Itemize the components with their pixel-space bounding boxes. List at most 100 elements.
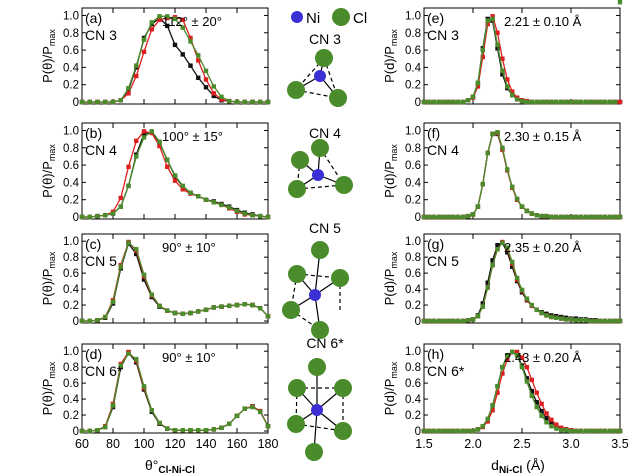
data-point-red [524, 364, 530, 370]
data-point-green [598, 214, 603, 220]
data-point-green [529, 99, 534, 105]
data-point-green [495, 384, 500, 389]
data-point-green [568, 317, 574, 322]
data-point-green [258, 99, 263, 105]
data-point-green [87, 214, 92, 220]
data-point-black [500, 72, 505, 77]
ni-legend-label: Ni [306, 10, 320, 27]
data-point-green [250, 302, 255, 308]
data-point-green [165, 426, 170, 431]
data-point-green [149, 20, 154, 25]
data-point-black [505, 250, 510, 255]
data-point-green [265, 214, 271, 220]
y-tick-label: 0.6 [63, 45, 79, 57]
cl-atom [311, 321, 329, 339]
data-point-green [196, 428, 201, 433]
data-point-green [588, 428, 593, 434]
data-point-green [588, 318, 593, 324]
data-point-green [524, 379, 530, 384]
data-point-green [157, 139, 162, 144]
data-point-green [608, 428, 613, 434]
data-point-green [534, 213, 539, 218]
data-point-green [188, 39, 193, 44]
cl-legend-label: Cl [353, 10, 367, 27]
data-point-green [242, 406, 247, 411]
data-point-black [490, 258, 495, 263]
data-point-green [578, 428, 583, 434]
x-tick-label: 120 [165, 437, 186, 451]
y-tick-label: 0.8 [63, 143, 79, 155]
data-point-green [470, 212, 476, 217]
data-point-green [510, 349, 515, 355]
data-point-red [495, 30, 500, 35]
data-point-green [203, 68, 209, 74]
data-point-green [514, 352, 520, 358]
data-point-green [451, 428, 456, 434]
data-point-green [598, 99, 603, 105]
data-point-green [475, 427, 481, 432]
data-point-green [534, 404, 539, 410]
y-tick-label: 0 [415, 97, 421, 109]
data-point-green [514, 196, 520, 202]
data-point-black [172, 42, 178, 48]
y-tick-label: 0 [415, 316, 421, 328]
data-point-black [196, 75, 201, 80]
data-point-green [603, 318, 608, 324]
data-point-green [475, 80, 481, 86]
data-point-green [612, 214, 618, 220]
peak-annotation: 2.30 ± 0.15 Å [504, 129, 582, 144]
structure-label-cn3: CN 3 [309, 31, 341, 47]
data-point-green [426, 428, 432, 434]
data-point-green [95, 99, 100, 105]
x-tick-label: 3.0 [562, 437, 579, 451]
data-point-red [485, 419, 490, 424]
peak-annotation: 90° ± 10° [162, 240, 216, 255]
data-point-green [524, 99, 530, 105]
y-tick-label: 0.4 [63, 394, 80, 406]
data-point-green [265, 424, 271, 429]
data-point-red [141, 129, 147, 134]
data-point-red [529, 377, 534, 383]
data-point-green [578, 214, 583, 220]
data-point-green [265, 99, 271, 105]
cn-label: CN 6* [85, 363, 123, 379]
data-point-green [165, 308, 170, 313]
data-point-green [242, 211, 247, 216]
data-point-red [475, 84, 481, 89]
data-point-green [211, 200, 216, 205]
data-point-green [211, 427, 216, 432]
x-tick-label: 1.5 [415, 437, 432, 451]
data-point-green [157, 420, 162, 426]
data-point-green [563, 428, 569, 433]
panel-label: (d) [85, 346, 102, 362]
data-point-green [126, 85, 131, 91]
data-point-green [79, 214, 85, 220]
y-tick-label: 0.4 [63, 284, 80, 296]
data-point-green [480, 47, 485, 53]
data-point-green [141, 272, 147, 277]
data-point-green [617, 0, 623, 5]
data-point-green [446, 318, 451, 324]
data-point-green [598, 428, 603, 434]
data-point-green [583, 99, 588, 105]
data-point-black [529, 388, 534, 394]
data-point-green [549, 99, 554, 105]
data-point-green [573, 214, 579, 220]
data-point-green [188, 190, 193, 195]
data-point-green [563, 317, 569, 322]
data-point-green [219, 94, 224, 100]
data-point-green [126, 183, 131, 189]
data-point-green [529, 393, 534, 399]
data-point-green [544, 420, 549, 425]
data-point-green [559, 428, 564, 433]
data-point-green [250, 404, 255, 410]
panel-d: 0 0.2 0.4 0.6 0.8 1.0 60 80 100 120 140 160 180 P(θ)/… [40, 343, 278, 451]
y-tick-label: 1.0 [405, 236, 421, 248]
y-tick-label: 0.4 [63, 177, 80, 189]
data-point-green [534, 99, 539, 105]
x-tick-label: 2.5 [513, 437, 530, 451]
data-point-red [180, 187, 185, 192]
y-axis-label: P(θ)/Pmax [40, 251, 57, 305]
data-point-red [505, 356, 510, 362]
y-tick-label: 0.6 [405, 378, 421, 390]
